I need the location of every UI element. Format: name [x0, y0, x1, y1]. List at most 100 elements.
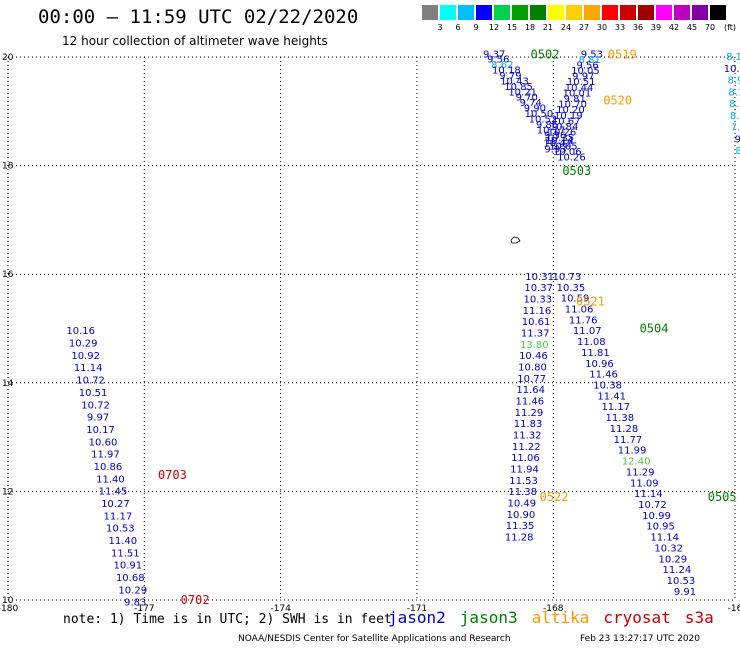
- wave-height-value: 11.28: [505, 533, 534, 544]
- wave-height-value: 11.24: [663, 565, 692, 576]
- scale-swatch: [656, 5, 672, 20]
- island-shape: [510, 236, 521, 244]
- scale-swatch: [476, 5, 492, 20]
- wave-height-value: 11.16: [523, 306, 552, 317]
- time-marker: 0520: [603, 93, 632, 107]
- wave-height-value: 11.17: [104, 511, 133, 522]
- wave-height-value: 11.81: [581, 348, 610, 359]
- wave-height-value: 10.10: [724, 64, 740, 75]
- wave-height-value: 11.45: [99, 487, 128, 498]
- wave-height-value: 10.37: [524, 283, 553, 294]
- wave-height-value: 10.17: [86, 425, 115, 436]
- wave-height-values: 9.379.568.6210.189.7910.4310.8510.219.70…: [66, 49, 740, 608]
- wave-height-value: 10.50: [525, 109, 554, 120]
- scale-label: 15: [506, 23, 518, 32]
- scale-label: 36: [632, 23, 644, 32]
- wave-height-value: 11.40: [109, 536, 138, 547]
- wave-height-value: 9.81: [564, 94, 586, 105]
- scale-label: 12: [488, 23, 500, 32]
- footer-org: NOAA/NESDIS Center for Satellite Applica…: [238, 634, 511, 644]
- wave-height-value: 11.14: [634, 489, 663, 500]
- wave-height-value: 10.19: [554, 111, 583, 122]
- wave-height-value: 10.85: [504, 82, 533, 93]
- scale-swatch: [512, 5, 528, 20]
- wave-height-value: 10.90: [507, 510, 536, 521]
- lat-tick-label: 12: [2, 487, 13, 497]
- wave-height-value: 11.41: [597, 391, 626, 402]
- scale-swatch: [602, 5, 618, 20]
- lat-tick-label: 18: [2, 162, 14, 172]
- wave-height-value: 10.70: [558, 100, 587, 111]
- wave-height-value: 10.18: [492, 66, 521, 77]
- legend-cryosat: cryosat: [603, 608, 671, 627]
- wave-height-value: 11.38: [606, 413, 635, 424]
- wave-height-value: 10.60: [89, 437, 118, 448]
- wave-height-value: 9.70: [516, 93, 538, 104]
- scale-swatch: [566, 5, 582, 20]
- wave-height-value: 8.13: [726, 52, 740, 63]
- wave-height-value: 10.01: [563, 88, 592, 99]
- wave-height-value: 11.35: [506, 521, 535, 532]
- wave-height-value: 10.38: [593, 381, 622, 392]
- lon-tick-label: -174: [270, 604, 291, 614]
- wave-height-value: 10.51: [567, 77, 596, 88]
- scale-swatch: [494, 5, 510, 20]
- scale-label: 21: [542, 23, 554, 32]
- wave-height-value: 10.35: [545, 133, 574, 144]
- wave-height-value: 10.72: [76, 376, 105, 387]
- wave-height-value: 10.67: [552, 116, 581, 127]
- wave-height-value: 9.36: [544, 131, 566, 142]
- wave-height-value: 10.43: [500, 76, 529, 87]
- wave-height-value: 7.80: [731, 123, 740, 134]
- wave-height-value: 10.84: [550, 122, 579, 133]
- scale-swatch: [458, 5, 474, 20]
- time-marker: 0503: [562, 164, 591, 178]
- wave-height-value: 10.42: [543, 139, 572, 150]
- page-subtitle: 12 hour collection of altimeter wave hei…: [62, 34, 328, 48]
- wave-height-value: 13.80: [520, 340, 549, 351]
- wave-height-value: 11.37: [521, 329, 550, 340]
- scale-label: 3: [437, 23, 443, 32]
- scale-label: 30: [596, 23, 608, 32]
- wave-height-value: 8.81: [579, 55, 601, 66]
- time-marker: 0521: [576, 294, 605, 308]
- wave-height-value: 10.17: [537, 125, 566, 136]
- note-text: note: 1) Time is in UTC; 2) SWH is in fe…: [63, 612, 392, 627]
- scale-swatch: [674, 5, 690, 20]
- wave-height-value: 8.15: [728, 87, 740, 98]
- wave-height-value: 10.16: [66, 326, 95, 337]
- wave-height-value: 11.46: [516, 397, 545, 408]
- wave-height-value: 11.09: [630, 478, 659, 489]
- wave-height-value: 10.53: [106, 524, 135, 535]
- scale-swatch: [440, 5, 456, 20]
- wave-height-value: 11.40: [96, 474, 125, 485]
- satellite-legend: jason2 jason3 altika cryosat s3a: [388, 608, 728, 627]
- lat-tick-label: 20: [2, 53, 14, 63]
- wave-height-value: 11.14: [650, 533, 679, 544]
- wave-height-value: 8.62: [491, 60, 513, 71]
- wave-height-value: 11.06: [511, 453, 540, 464]
- wave-height-value: 10.86: [94, 462, 123, 473]
- wave-height-value: 10.49: [508, 499, 537, 510]
- wave-height-value: 8.06: [730, 111, 740, 122]
- wave-height-value: 11.76: [569, 315, 598, 326]
- wave-height-value: 8.6: [735, 146, 740, 157]
- wave-height-value: 9.2: [735, 134, 740, 145]
- wave-height-value: 9.86: [536, 120, 558, 131]
- scale-swatch: [422, 5, 438, 20]
- lon-tick-label: -171: [407, 604, 427, 614]
- wave-height-value: 11.17: [601, 402, 630, 413]
- wave-height-value: 9.83: [124, 598, 146, 609]
- time-markers: 0502 0519 0520 0503 0521 0504 0703 0522 0505 0702: [158, 47, 737, 607]
- wave-height-value: 11.97: [91, 450, 120, 461]
- wave-height-value: 11.83: [514, 419, 543, 430]
- wave-height-value: 11.77: [614, 435, 643, 446]
- wave-height-value: 10.92: [71, 351, 100, 362]
- wave-height-value: 9.74: [520, 98, 542, 109]
- wave-height-value: 10.73: [553, 272, 582, 283]
- wave-height-value: 12.40: [622, 457, 651, 468]
- time-marker: 0703: [158, 468, 187, 482]
- legend-jason2: jason2: [388, 608, 446, 627]
- wave-height-value: 10.72: [81, 400, 110, 411]
- wave-height-value: 11.29: [515, 408, 544, 419]
